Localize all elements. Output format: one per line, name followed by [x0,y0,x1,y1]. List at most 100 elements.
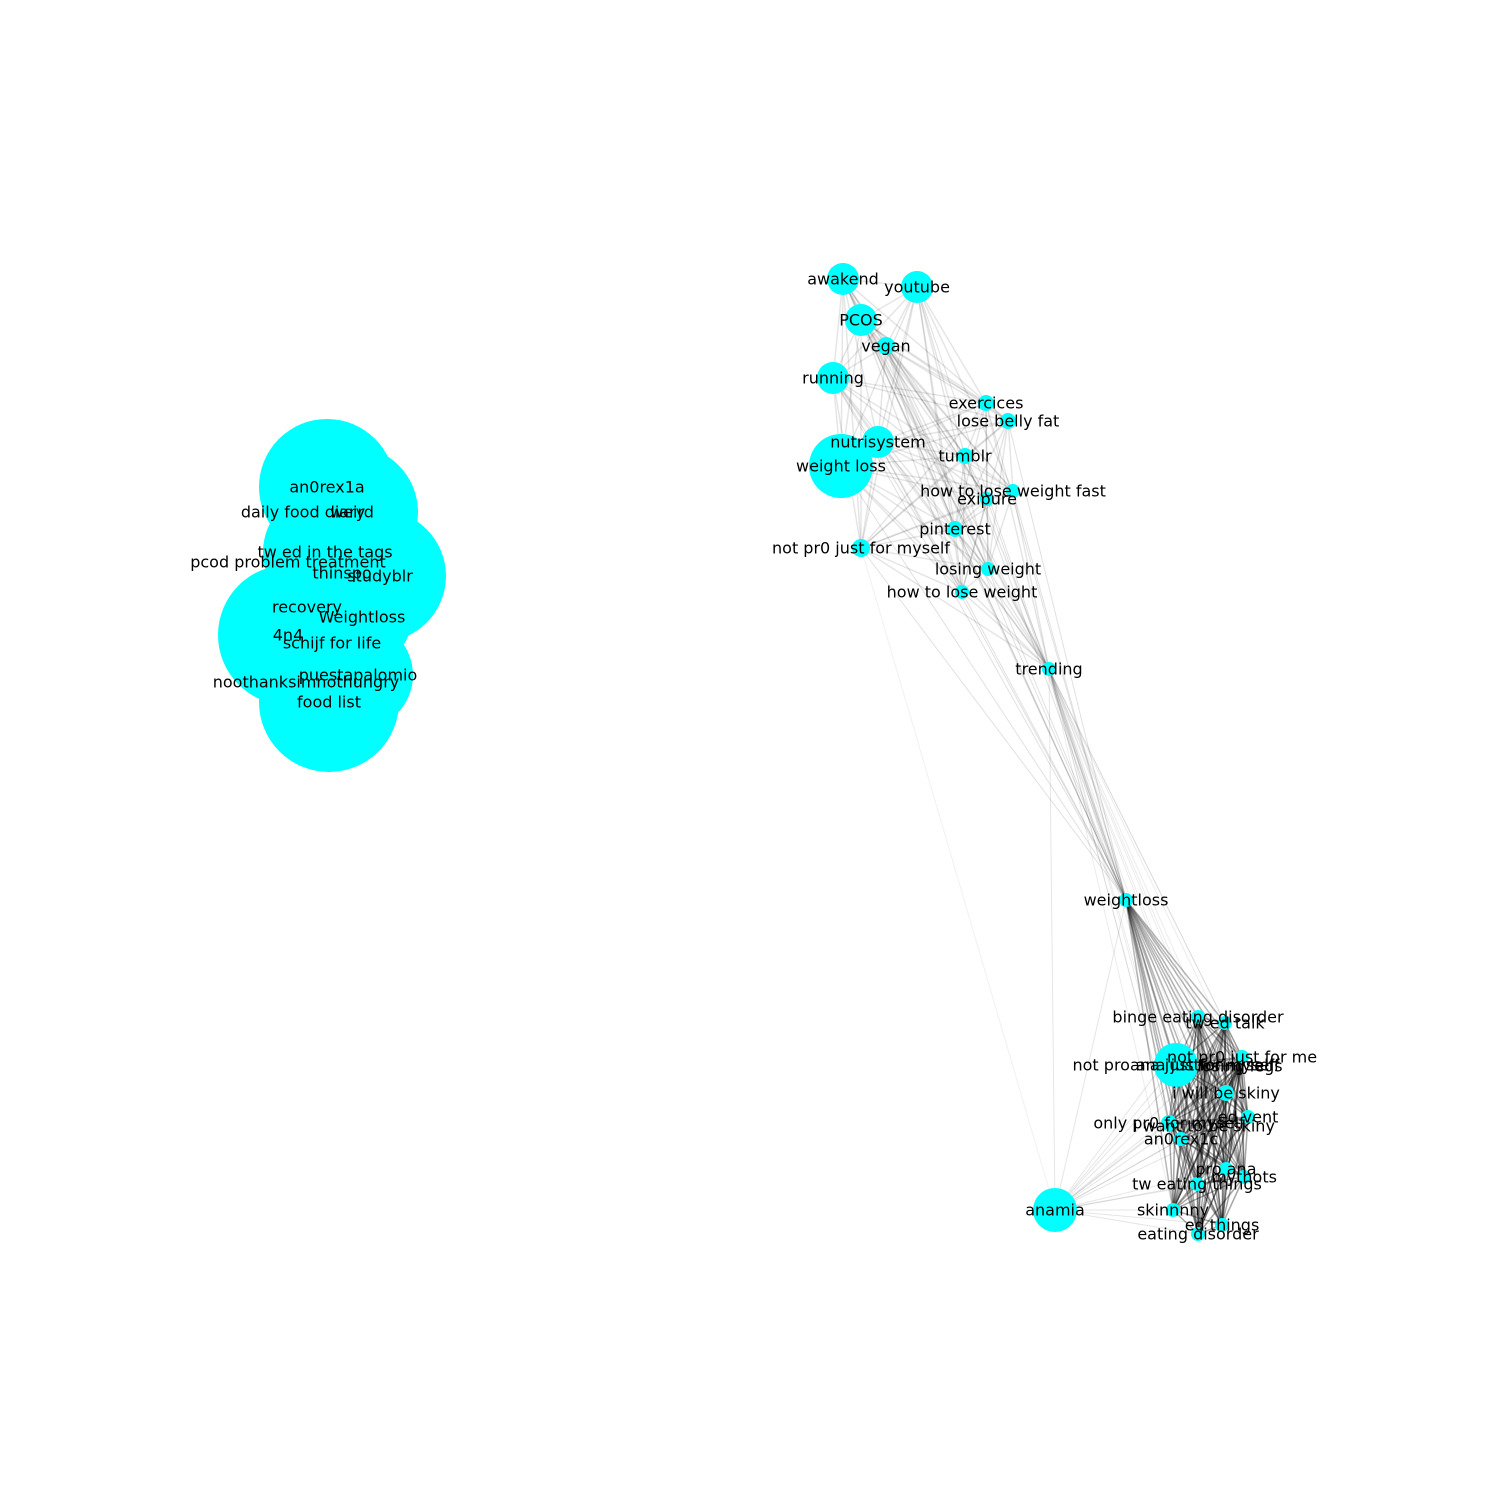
graph-edge [1168,1122,1199,1235]
graph-edge [1224,1022,1227,1094]
graph-node [827,263,859,295]
graph-edge [987,568,1127,901]
graph-edge [885,345,966,457]
node-label: i will be skiny [1172,1084,1280,1103]
graph-edge [885,345,988,500]
graph-edge [1048,668,1245,1178]
graph-edge [916,286,966,457]
graph-edge [1168,1092,1227,1124]
graph-edge [1197,1056,1243,1235]
graph-edge [1196,1064,1206,1185]
graph-edge [1168,1064,1206,1124]
graph-edge [1196,1176,1245,1185]
node-label: how to lose weight fast [920,482,1106,501]
graph-node [1006,484,1020,498]
graph-edge [840,286,918,467]
graph-node [1191,1227,1205,1241]
node-label: ed vent [1218,1108,1279,1127]
graph-edge [832,377,963,593]
graph-edge [832,286,918,379]
graph-edge [832,377,988,500]
graph-edge [1204,1064,1245,1178]
graph-edge [961,591,1050,670]
graph-edge [1180,1138,1227,1170]
graph-edge [916,286,956,530]
graph-edge [1168,1122,1198,1185]
graph-edge [1048,668,1199,1235]
graph-edge [1168,1122,1227,1170]
graph-node [980,492,994,506]
node-label: not pr0 just for me [1167,1048,1317,1067]
graph-edge [1172,1064,1206,1211]
graph-edge [1204,1022,1226,1066]
graph-edge [1225,1065,1241,1170]
graph-edge [964,455,1050,670]
node-label: thinspo [312,564,371,583]
graph-edge [832,377,1014,492]
graph-edge [1054,1116,1249,1211]
graph-edge [1203,1125,1245,1178]
graph-edge [1221,1168,1227,1226]
graph-edge [954,402,987,530]
graph-edge [1196,1183,1223,1226]
graph-edge [1197,1016,1205,1127]
graph-edge [1125,899,1182,1140]
graph-edge [1239,1065,1245,1178]
graph-edge [1054,1092,1227,1211]
node-label: binge eating disorder [1112,1008,1284,1027]
graph-edge [1172,1016,1199,1211]
graph-edge [1054,899,1127,1211]
node-label: anamia [1025,1201,1085,1220]
graph-edge [1125,899,1226,1024]
node-label: lose belly fat [957,412,1060,431]
graph-edge [860,547,1127,901]
graph-edge [1241,1056,1249,1118]
node-label: i want to be skiny [1133,1117,1275,1136]
graph-edge [832,278,844,379]
node-label: weird [330,503,374,522]
graph-node [1154,1043,1198,1087]
node-label: not pr0 just for myself [772,539,950,558]
graph-edge [885,345,956,530]
graph-edge [842,278,1127,901]
graph-edge [1172,1022,1226,1211]
graph-edge [961,591,1127,901]
graph-edge [1221,1116,1249,1226]
graph-edge [885,345,1127,901]
graph-node [852,539,870,557]
graph-edge [1054,1122,1170,1211]
graph-edge [1048,668,1056,1211]
node-label: skinnnny [1137,1201,1209,1220]
node-label: tw eating things [1132,1175,1262,1194]
graph-edge [1012,490,1050,670]
node-label: 4n4 [273,626,304,645]
node-label: only pr0 for myself [1093,1114,1245,1133]
graph-edge [877,345,887,443]
graph-edge [1048,668,1206,1066]
graph-node [1033,1188,1077,1232]
graph-edge [985,402,989,570]
graph-edge [832,377,956,530]
graph-node [947,521,963,537]
graph-edge [860,286,918,549]
graph-node [1119,893,1133,907]
graph-edge [964,455,1014,492]
nodes-layer [218,263,1255,1241]
graph-edge [961,455,966,593]
graph-edge [1203,1022,1226,1127]
node-label: tw ed in the tags [257,543,392,562]
graph-edge [1180,1064,1206,1140]
graph-edge [840,465,1127,901]
graph-edge [916,286,989,570]
graph-edge [1203,1116,1249,1127]
graph-edge [1168,1122,1174,1211]
graph-node [1190,1177,1204,1191]
graph-node [1174,1132,1188,1146]
graph-node [1218,1085,1234,1101]
node-label: an0rex1c [1144,1130,1218,1149]
graph-node [978,395,994,411]
node-label: weightloss [1084,891,1169,910]
graph-edge [954,528,1127,901]
